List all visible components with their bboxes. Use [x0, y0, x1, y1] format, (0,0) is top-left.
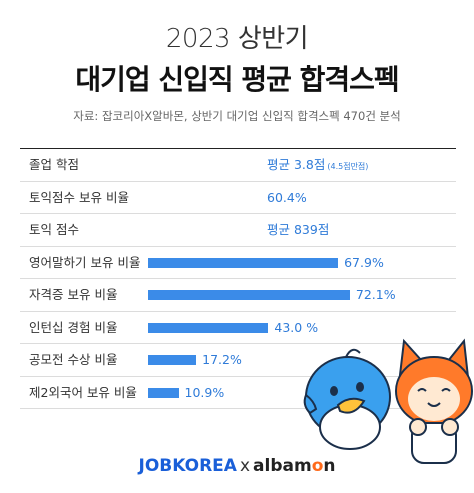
bar	[148, 355, 197, 365]
table-row: 졸업 학점 평균 3.8점 (4.5점만점)	[20, 149, 456, 182]
row-value-text: 평균 3.8점 (4.5점만점)	[267, 149, 368, 181]
row-label: 공모전 수상 비율	[29, 352, 118, 367]
albamon-logo: albamon	[253, 456, 336, 476]
bar	[148, 387, 179, 398]
table-row: 영어말하기 보유 비율 67.9%	[20, 247, 456, 279]
brand-separator: x	[239, 456, 251, 476]
row-label: 토익 점수	[29, 222, 79, 237]
table-row: 공모전 수상 비율 17.2%	[20, 344, 456, 377]
mascot-characters	[303, 338, 473, 464]
row-label: 졸업 학점	[29, 157, 79, 172]
table-row: 토익점수 보유 비율 60.4%	[20, 182, 456, 214]
value-text: 60.4%	[267, 189, 307, 205]
bar	[148, 322, 269, 333]
row-label: 제2외국어 보유 비율	[29, 384, 137, 400]
row-label: 영어말하기 보유 비율	[29, 254, 141, 270]
row-value-text: 평균 839점	[267, 214, 329, 246]
row-label: 인턴십 경험 비율	[29, 319, 118, 335]
row-label: 자격증 보유 비율	[29, 287, 118, 302]
table-row: 인턴십 경험 비율 43.0 %	[20, 312, 456, 344]
bar-value-label: 67.9%	[344, 254, 384, 270]
bar-value-label: 10.9%	[184, 384, 225, 400]
source-note: 자료: 잡코리아X알바몬, 상반기 대기업 신입직 합격스펙 470건 분석	[73, 109, 401, 123]
bar	[148, 257, 339, 268]
value-text: 평균 3.8점	[267, 157, 326, 172]
row-label: 토익점수 보유 비율	[29, 189, 129, 205]
value-text: 평균 839점	[267, 222, 330, 237]
table-row: 토익 점수 평균 839점	[20, 214, 456, 247]
table-row: 자격증 보유 비율 72.1%	[20, 279, 456, 312]
jobkorea-logo: JOBKOREA	[138, 456, 237, 476]
bar	[148, 290, 350, 300]
blue-bird-character-icon	[303, 348, 391, 450]
bar-value-label: 17.2%	[202, 352, 242, 367]
row-value-text: 60.4%	[267, 182, 307, 214]
title-line1: 2023 상반기	[165, 24, 309, 54]
spec-table: 졸업 학점 평균 3.8점 (4.5점만점) 토익점수 보유 비율 60.4% 토익 점수…	[20, 148, 456, 409]
page-title: 대기업 신입직 평균 합격스펙	[75, 63, 399, 96]
bar-value-label: 43.0 %	[274, 319, 319, 335]
orange-cat-character-icon	[395, 338, 473, 464]
table-row: 제2외국어 보유 비율 10.9%	[20, 377, 456, 409]
footer-brands: JOBKOREA x albamon	[0, 456, 474, 476]
bar-value-label: 72.1%	[355, 287, 396, 302]
value-note: (4.5점만점)	[327, 162, 369, 171]
